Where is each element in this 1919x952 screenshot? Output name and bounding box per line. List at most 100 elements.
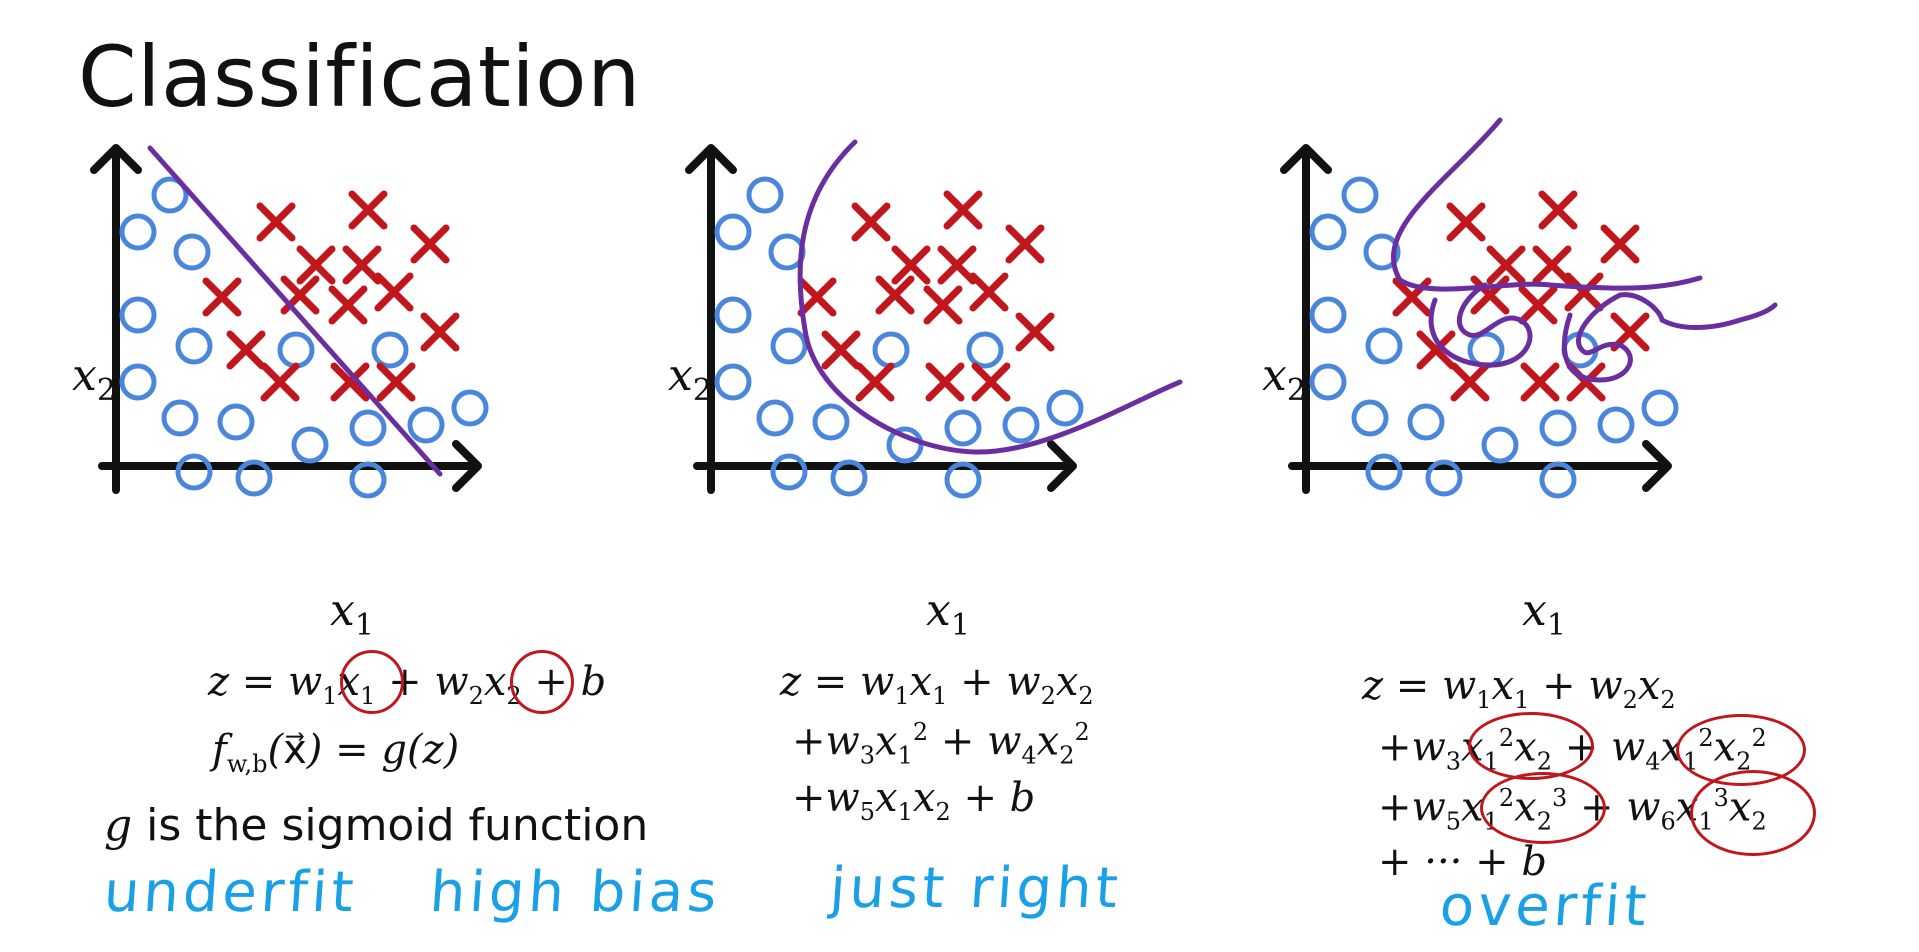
circle-point — [161, 399, 199, 437]
cross-point — [1450, 362, 1490, 402]
circle-point — [349, 461, 387, 499]
circle-point — [217, 403, 255, 441]
circle-point — [119, 296, 157, 334]
circle-point — [175, 453, 213, 491]
cross-point — [923, 285, 963, 325]
y-axis-label-3: x2 — [1262, 350, 1306, 408]
highlight-circle — [510, 650, 574, 714]
circle-point — [1365, 327, 1403, 365]
circle-point — [119, 363, 157, 401]
cross-point — [202, 277, 242, 317]
cross-point — [1005, 224, 1045, 264]
cross-point — [348, 190, 388, 230]
circle-point — [812, 403, 850, 441]
cross-point — [855, 362, 895, 402]
circle-point — [886, 426, 924, 464]
circle-point — [407, 406, 445, 444]
cross-point — [1538, 190, 1578, 230]
caption-just-right: just right — [827, 856, 1124, 921]
decision-boundary — [1562, 292, 1665, 383]
decision-boundary — [1428, 282, 1533, 368]
caption-high-bias: high bias — [427, 860, 723, 925]
cross-point — [410, 224, 450, 264]
y-axis — [685, 144, 737, 494]
cross-point — [969, 272, 1009, 312]
cross-point — [943, 190, 983, 230]
x-axis-label-2: x1 — [926, 585, 970, 643]
equation-quadratic-2: +w3x12 + w4x22 — [792, 718, 1090, 770]
circle-point — [1597, 406, 1635, 444]
circle-point — [1407, 403, 1445, 441]
cross-point — [1015, 312, 1055, 352]
caption-underfit: underfit — [101, 860, 360, 925]
cross-point — [1600, 224, 1640, 264]
circle-point — [1341, 176, 1379, 214]
cross-point — [891, 245, 931, 285]
highlight-circle — [1690, 770, 1816, 856]
circle-point — [1425, 459, 1463, 497]
circle-point — [1002, 406, 1040, 444]
decision-boundary — [147, 145, 443, 477]
x-axis — [693, 440, 1077, 492]
circle-point — [151, 176, 189, 214]
cross-point — [330, 362, 370, 402]
highlight-circle — [1480, 772, 1606, 844]
decision-boundary — [1391, 117, 1703, 292]
cross-point — [260, 362, 300, 402]
cross-point — [342, 245, 382, 285]
y-axis-label-2: x2 — [668, 350, 712, 408]
page-title: Classification — [78, 28, 641, 126]
circle-point — [1481, 426, 1519, 464]
scatter-plot-underfit — [90, 144, 489, 499]
cross-point — [1564, 272, 1604, 312]
circle-point — [944, 409, 982, 447]
cross-point — [1486, 245, 1526, 285]
circle-point — [770, 327, 808, 365]
circle-point — [277, 331, 315, 369]
y-axis — [90, 144, 142, 494]
highlight-circle — [1468, 712, 1594, 780]
circle-point — [371, 331, 409, 369]
plot-just-right — [685, 139, 1265, 640]
cross-point — [925, 362, 965, 402]
circle-point — [944, 461, 982, 499]
equation-quadratic-3: +w5x1x2 + b — [792, 775, 1036, 826]
cross-point — [420, 312, 460, 352]
circle-point — [830, 459, 868, 497]
circle-point — [714, 296, 752, 334]
scatter-plot-overfit — [1280, 117, 1778, 499]
x-axis-label-1: x1 — [330, 585, 374, 643]
circle-point — [119, 213, 157, 251]
plot-overfit — [1280, 117, 1860, 640]
decision-boundary — [797, 139, 1183, 455]
circle-point — [1539, 461, 1577, 499]
cross-point — [875, 275, 915, 315]
cross-point — [256, 202, 296, 242]
circle-point — [349, 409, 387, 447]
circle-point — [291, 426, 329, 464]
cross-point — [1532, 245, 1572, 285]
equation-quadratic-1: z = w1x1 + w2x2 — [780, 659, 1094, 710]
cross-point — [821, 330, 861, 370]
cross-point — [1518, 285, 1558, 325]
circle-point — [451, 389, 489, 427]
circle-point — [1467, 331, 1505, 369]
equation-high-order-4: + ··· + b — [1378, 839, 1547, 885]
circle-point — [175, 327, 213, 365]
circle-point — [746, 176, 784, 214]
circle-point — [1641, 389, 1679, 427]
circle-point — [756, 399, 794, 437]
circle-point — [235, 459, 273, 497]
circle-point — [1539, 409, 1577, 447]
x-axis — [98, 440, 482, 492]
circle-point — [1309, 363, 1347, 401]
cross-point — [374, 272, 414, 312]
circle-point — [872, 331, 910, 369]
equation-linear-f: fw,b(x⃗) = g(z) — [212, 727, 460, 778]
cross-point — [376, 362, 416, 402]
equation-high-order-1: z = w1x1 + w2x2 — [1362, 663, 1676, 714]
circle-point — [770, 453, 808, 491]
cross-point — [1520, 362, 1560, 402]
cross-point — [296, 245, 336, 285]
